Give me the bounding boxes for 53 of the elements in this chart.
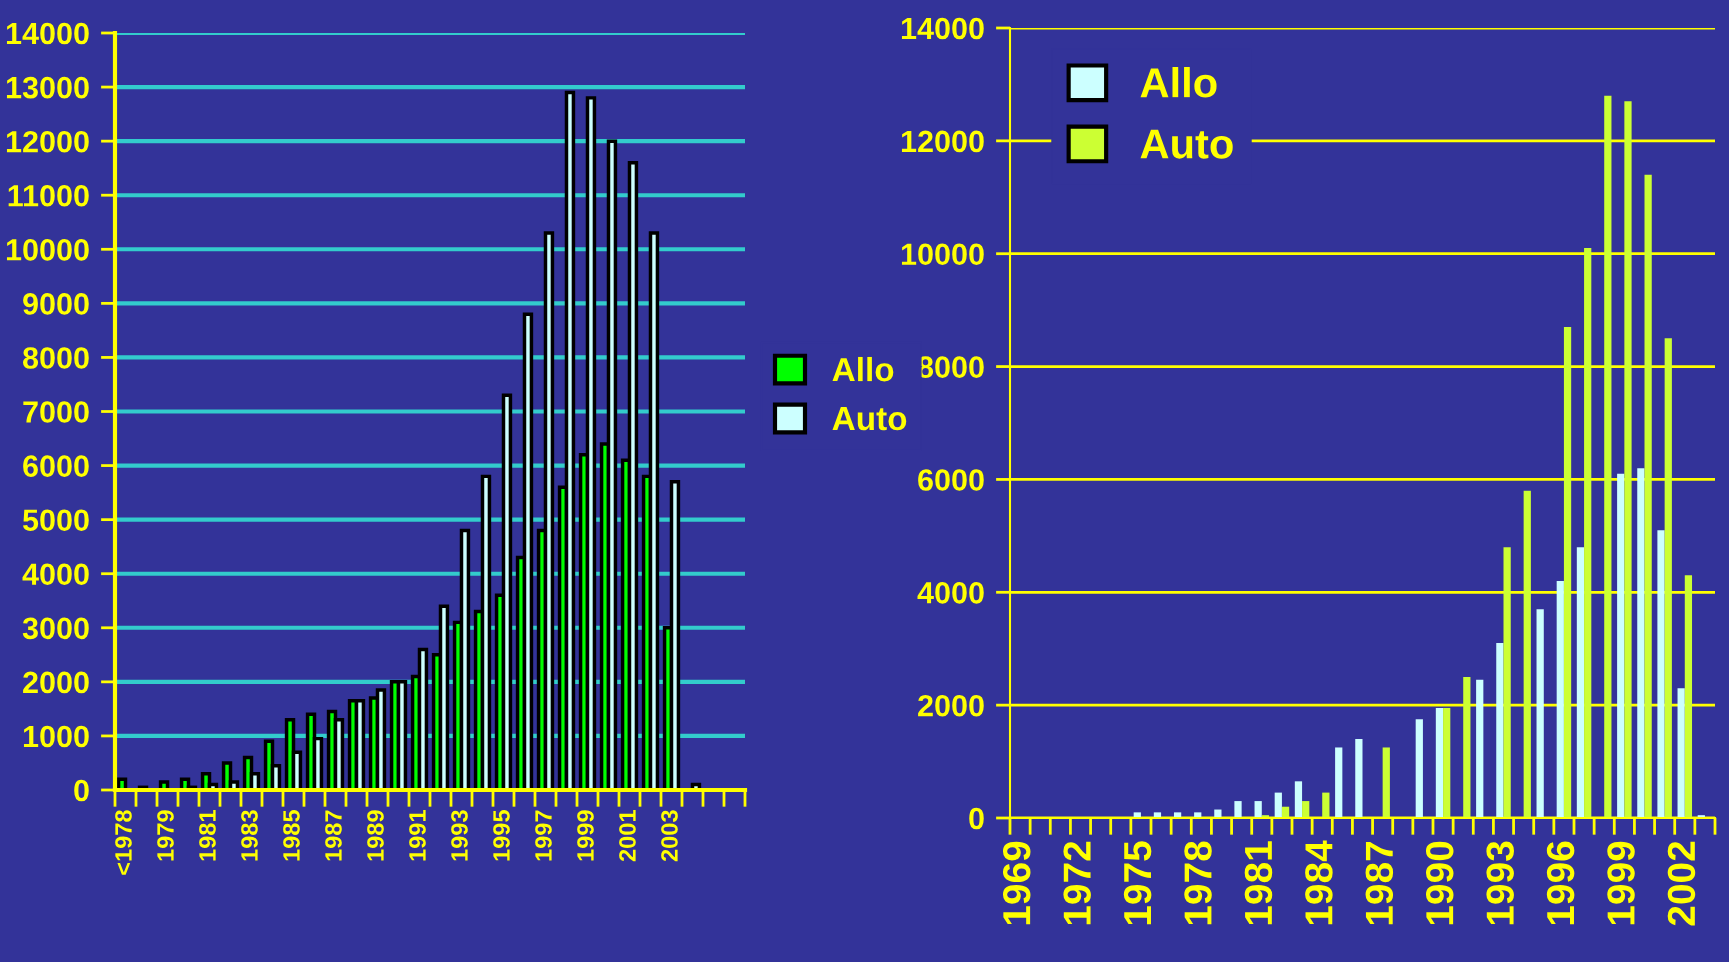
y-tick-label: 14000	[6, 22, 89, 45]
x-tick-label: 1991	[409, 810, 426, 861]
y-tick-label: 8000	[918, 356, 984, 378]
x-tick-label: 1995	[493, 810, 510, 861]
x-tick-label: 1979	[157, 810, 174, 861]
y-tick-label: 5000	[22, 509, 89, 532]
x-tick-label: 1999	[1607, 841, 1635, 925]
y-tick-label: 14000	[901, 17, 984, 40]
x-tick-label: 1984	[1305, 840, 1333, 925]
x-tick-label: 1987	[1365, 841, 1394, 925]
x-tick-label: 1993	[451, 810, 468, 861]
y-tick-label: 10000	[6, 239, 89, 261]
y-tick-label: 10000	[901, 243, 984, 266]
y-tick-label: 2000	[23, 671, 89, 694]
y-tick-label: 8000	[23, 347, 89, 369]
legend-label: Allo	[832, 356, 894, 382]
legend-label: Allo	[1140, 66, 1217, 98]
y-tick-label: 13000	[6, 76, 89, 99]
y-tick-label: 1000	[23, 725, 89, 748]
x-tick-label: 1990	[1425, 841, 1454, 925]
y-tick-label: 4000	[917, 582, 984, 604]
y-tick-label: 6000	[918, 469, 984, 491]
x-tick-label: 1985	[283, 810, 300, 861]
y-tick-label: 6000	[23, 455, 89, 477]
y-tick-label: 11000	[8, 184, 89, 207]
x-tick-label: 1999	[577, 810, 594, 861]
x-tick-label: 1972	[1063, 841, 1091, 925]
y-tick-label: 12000	[901, 130, 984, 153]
legend-label: Auto	[1140, 129, 1233, 159]
y-tick-label: 9000	[23, 293, 89, 315]
x-tick-label: 2002	[1667, 841, 1696, 926]
legend-label: Auto	[832, 407, 907, 431]
y-tick-label: 7000	[23, 401, 89, 423]
x-tick-label: 1996	[1546, 841, 1575, 925]
x-tick-label: 1993	[1486, 841, 1514, 925]
y-tick-label: 0	[74, 779, 89, 802]
x-tick-label: 1989	[367, 810, 384, 861]
x-tick-label: 1987	[325, 810, 342, 861]
y-tick-label: 2000	[918, 694, 984, 717]
x-tick-label: 1981	[1244, 841, 1273, 925]
y-tick-label: 12000	[6, 130, 89, 153]
y-tick-label: 0	[969, 807, 984, 830]
x-tick-label: 1983	[241, 810, 258, 861]
x-tick-label: 1981	[199, 810, 216, 861]
x-tick-label: 1969	[1002, 841, 1031, 925]
x-tick-label: 1978	[1184, 841, 1212, 925]
y-tick-label: 3000	[22, 617, 89, 640]
y-tick-label: 4000	[22, 563, 89, 586]
x-tick-label: 1975	[1123, 841, 1152, 925]
x-tick-label: 2001	[619, 810, 636, 862]
x-tick-label: 2003	[661, 810, 678, 862]
x-tick-label: 1997	[535, 810, 552, 861]
x-tick-label: <1978	[115, 810, 132, 875]
